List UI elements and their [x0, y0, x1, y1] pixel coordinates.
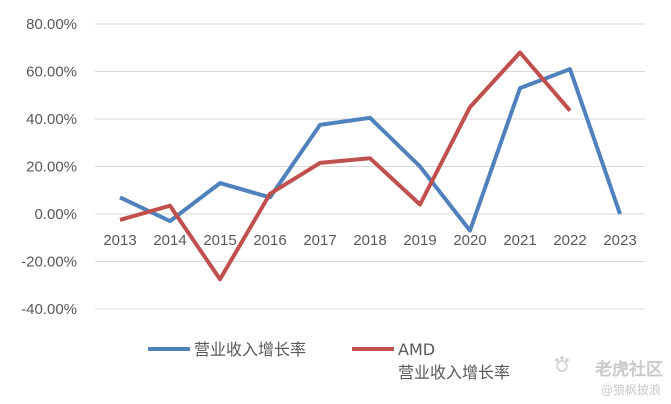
y-tick-label: 60.00% — [26, 64, 77, 81]
y-tick-label: 80.00% — [26, 16, 77, 33]
series-lines — [119, 50, 622, 282]
gridlines — [95, 23, 645, 310]
y-axis-tick-labels: 80.00% 60.00% 40.00% 20.00% 0.00% -20.00% -40.… — [21, 16, 77, 318]
x-tick-label: 2020 — [453, 232, 486, 249]
legend: 营业收入增长率 AMD 营业收入增长率 — [148, 340, 510, 382]
watermark-logo: 老虎社区 — [595, 360, 663, 380]
x-axis-tick-labels: 2013 2014 2015 2016 2017 2018 2019 2020 2021 2022… — [103, 232, 636, 249]
x-tick-label: 2021 — [503, 232, 536, 249]
x-tick-label: 2017 — [303, 232, 336, 249]
x-tick-label: 2018 — [353, 232, 386, 249]
y-tick-label: 0.00% — [34, 206, 77, 223]
x-tick-label: 2015 — [203, 232, 236, 249]
series-line-2 — [119, 50, 572, 282]
x-tick-label: 2014 — [153, 232, 186, 249]
y-tick-label: -40.00% — [21, 301, 77, 318]
watermark-user: @狼枫披浪 — [600, 383, 661, 397]
x-tick-label: 2022 — [553, 232, 586, 249]
y-tick-label: -20.00% — [21, 254, 77, 271]
x-tick-label: 2016 — [253, 232, 286, 249]
x-tick-label: 2019 — [403, 232, 436, 249]
x-tick-label: 2013 — [103, 232, 136, 249]
legend-label-series-2-line2: 营业收入增长率 — [398, 363, 510, 382]
y-tick-label: 40.00% — [26, 111, 77, 128]
y-tick-label: 20.00% — [26, 159, 77, 176]
legend-label-series-2-line1: AMD — [398, 340, 435, 359]
x-tick-label: 2023 — [603, 232, 636, 249]
legend-label-series-1: 营业收入增长率 — [194, 340, 306, 359]
series-line-1 — [119, 67, 622, 233]
tiger-paw-icon — [555, 356, 569, 372]
